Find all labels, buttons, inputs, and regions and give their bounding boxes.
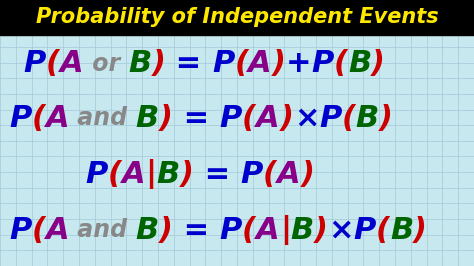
Text: P: P bbox=[24, 49, 46, 78]
Text: or: or bbox=[84, 52, 128, 76]
Text: ): ) bbox=[159, 104, 173, 133]
Text: P: P bbox=[85, 160, 108, 189]
Text: A: A bbox=[277, 160, 301, 189]
Text: ): ) bbox=[314, 215, 328, 245]
Text: P: P bbox=[220, 215, 242, 245]
Text: ): ) bbox=[379, 104, 393, 133]
Text: ×: × bbox=[294, 104, 319, 133]
Text: P: P bbox=[212, 49, 235, 78]
Text: ): ) bbox=[151, 49, 165, 78]
Text: ): ) bbox=[272, 49, 286, 78]
Text: B: B bbox=[136, 104, 159, 133]
Text: P: P bbox=[220, 104, 242, 133]
Text: =: = bbox=[173, 215, 220, 245]
Text: =: = bbox=[194, 160, 240, 189]
Text: A: A bbox=[46, 104, 70, 133]
Text: and: and bbox=[70, 106, 136, 130]
Text: (: ( bbox=[235, 49, 248, 78]
Text: and: and bbox=[70, 218, 136, 242]
Text: A: A bbox=[256, 215, 280, 245]
Text: (: ( bbox=[376, 215, 390, 245]
Text: P: P bbox=[9, 215, 32, 245]
Text: B: B bbox=[291, 215, 314, 245]
Text: (: ( bbox=[342, 104, 356, 133]
Text: ): ) bbox=[180, 160, 194, 189]
Text: |: | bbox=[146, 159, 156, 189]
Text: ): ) bbox=[371, 49, 385, 78]
Text: A: A bbox=[46, 215, 70, 245]
Text: (: ( bbox=[242, 104, 256, 133]
Text: A: A bbox=[122, 160, 146, 189]
Text: Probability of Independent Events: Probability of Independent Events bbox=[36, 7, 438, 27]
Text: (: ( bbox=[46, 49, 60, 78]
Text: A: A bbox=[256, 104, 280, 133]
Text: ): ) bbox=[413, 215, 427, 245]
Text: B: B bbox=[390, 215, 413, 245]
Text: ): ) bbox=[280, 104, 294, 133]
Text: +: + bbox=[286, 49, 311, 78]
Text: ×: × bbox=[328, 215, 354, 245]
Text: (: ( bbox=[32, 104, 46, 133]
Text: =: = bbox=[165, 49, 212, 78]
Text: ): ) bbox=[301, 160, 314, 189]
Text: ): ) bbox=[159, 215, 173, 245]
Text: A: A bbox=[60, 49, 84, 78]
Text: (: ( bbox=[263, 160, 277, 189]
Text: P: P bbox=[319, 104, 342, 133]
Text: P: P bbox=[9, 104, 32, 133]
Text: (: ( bbox=[334, 49, 348, 78]
Text: P: P bbox=[311, 49, 334, 78]
Text: P: P bbox=[354, 215, 376, 245]
Text: =: = bbox=[173, 104, 220, 133]
Text: (: ( bbox=[242, 215, 256, 245]
Text: (: ( bbox=[108, 160, 122, 189]
Text: A: A bbox=[248, 49, 272, 78]
FancyBboxPatch shape bbox=[0, 0, 474, 35]
Text: |: | bbox=[280, 215, 291, 245]
Text: B: B bbox=[356, 104, 379, 133]
Text: B: B bbox=[128, 49, 151, 78]
Text: B: B bbox=[348, 49, 371, 78]
Text: (: ( bbox=[32, 215, 46, 245]
Text: B: B bbox=[136, 215, 159, 245]
Text: B: B bbox=[156, 160, 180, 189]
Text: P: P bbox=[240, 160, 263, 189]
